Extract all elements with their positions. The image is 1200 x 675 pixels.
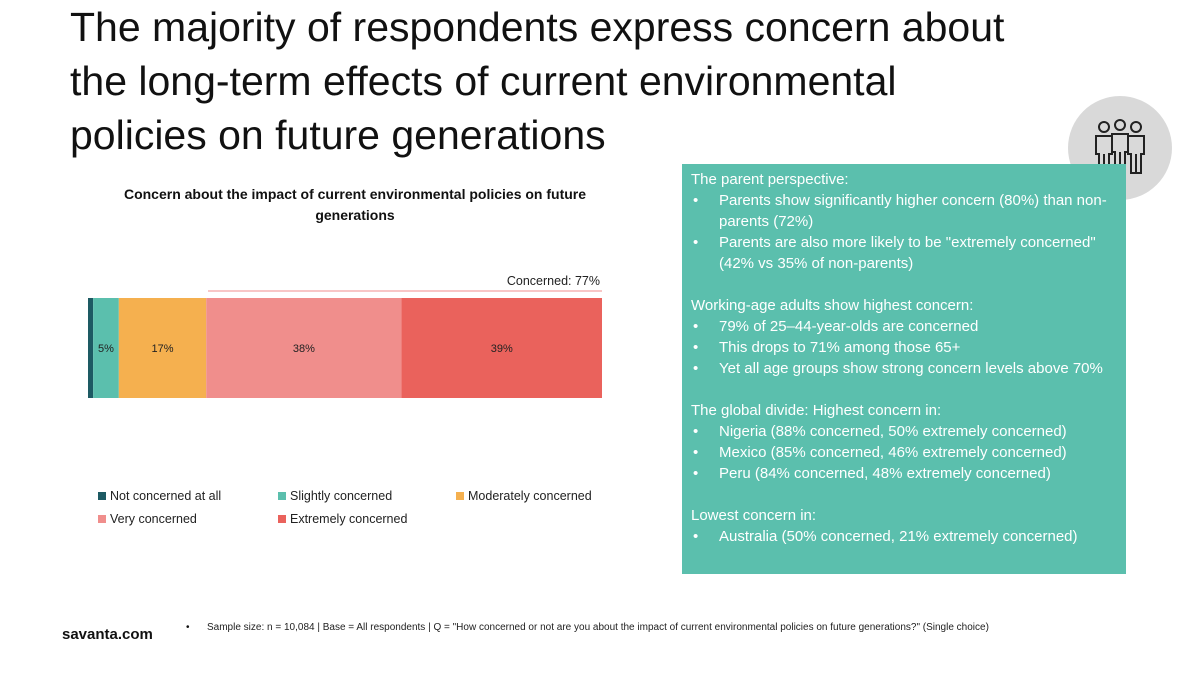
panel-section: Lowest concern in: Australia (50% concer… (691, 505, 1116, 547)
panel-section-title: The global divide: Highest concern in: (691, 402, 942, 419)
bar-data-label: 39% (491, 343, 513, 355)
footnote: Sample size: n = 10,084 | Base = All res… (207, 622, 989, 633)
legend-row: Very concerned Extremely concerned (98, 512, 618, 528)
concerned-bracket-label: Concerned: 77% (507, 274, 600, 288)
panel-bullet: 79% of 25–44-year-olds are concerned (691, 316, 1116, 337)
legend-swatch (456, 492, 464, 500)
panel-section: The parent perspective: Parents show sig… (691, 169, 1116, 274)
panel-bullet: Parents are also more likely to be "extr… (691, 232, 1116, 274)
panel-bullet: Nigeria (88% concerned, 50% extremely co… (691, 421, 1116, 442)
slide-title-line: policies on future generations (70, 112, 606, 158)
stacked-bar-chart: Concerned: 77% 5% 17% 38% 39% (88, 274, 602, 398)
panel-section-title: Working-age adults show highest concern: (691, 297, 974, 314)
legend-row: Not concerned at all Slightly concerned … (98, 489, 618, 505)
legend-label: Very concerned (110, 512, 197, 526)
panel-bullet-list: Australia (50% concerned, 21% extremely … (691, 526, 1116, 547)
panel-bullet-list: Parents show significantly higher concer… (691, 190, 1116, 274)
panel-bullet: Australia (50% concerned, 21% extremely … (691, 526, 1116, 547)
legend-swatch (98, 492, 106, 500)
bar-segment-extremely-concerned (401, 298, 602, 398)
panel-section-title: The parent perspective: (691, 171, 849, 188)
panel-bullet: Parents show significantly higher concer… (691, 190, 1116, 232)
slide-title: The majority of respondents express conc… (70, 0, 1130, 162)
slide-title-line: The majority of respondents express conc… (70, 4, 1005, 50)
legend-item-very-concerned: Very concerned (98, 512, 197, 526)
brand-logo: savanta.com (62, 626, 153, 643)
legend-swatch (98, 515, 106, 523)
legend-label: Moderately concerned (468, 489, 592, 503)
bar-data-label: 38% (293, 343, 315, 355)
panel-bullet: This drops to 71% among those 65+ (691, 337, 1116, 358)
bar-segment-very-concerned (206, 298, 402, 398)
legend-label: Extremely concerned (290, 512, 408, 526)
legend-item-moderately-concerned: Moderately concerned (456, 489, 592, 503)
insights-panel: The parent perspective: Parents show sig… (682, 164, 1126, 574)
footnote-bullet: • (186, 622, 190, 633)
bar-data-label: 17% (152, 343, 174, 355)
legend-item-slightly-concerned: Slightly concerned (278, 489, 392, 503)
legend-swatch (278, 492, 286, 500)
panel-bullet: Yet all age groups show strong concern l… (691, 358, 1116, 379)
bar-segment-moderately-concerned (118, 298, 207, 398)
bar-data-label: 5% (98, 343, 114, 355)
legend-item-extremely-concerned: Extremely concerned (278, 512, 407, 526)
panel-section: The global divide: Highest concern in: N… (691, 400, 1116, 484)
panel-bullet-list: Nigeria (88% concerned, 50% extremely co… (691, 421, 1116, 484)
bar-segment-not-concerned-at-all (88, 298, 94, 398)
legend-item-not-concerned: Not concerned at all (98, 489, 221, 503)
bar-segment-slightly-concerned (93, 298, 119, 398)
legend-label: Not concerned at all (110, 489, 222, 503)
legend-swatch (278, 515, 286, 523)
legend-label: Slightly concerned (290, 489, 393, 503)
panel-bullet: Peru (84% concerned, 48% extremely conce… (691, 463, 1116, 484)
chart-title: Concern about the impact of current envi… (123, 186, 587, 223)
panel-bullet-list: 79% of 25–44-year-olds are concerned Thi… (691, 316, 1116, 379)
panel-section-title: Lowest concern in: (691, 507, 817, 524)
panel-section: Working-age adults show highest concern:… (691, 295, 1116, 379)
slide-title-line: the long-term effects of current environ… (70, 58, 897, 104)
panel-bullet: Mexico (85% concerned, 46% extremely con… (691, 442, 1116, 463)
